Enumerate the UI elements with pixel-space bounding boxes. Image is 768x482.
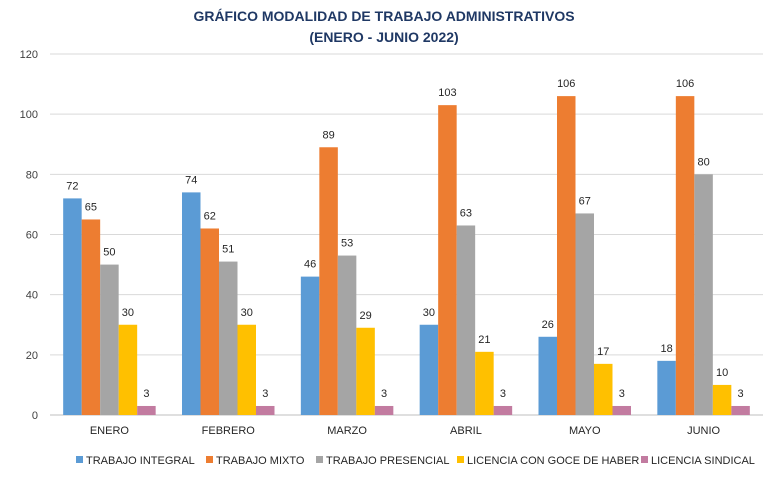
bar — [475, 351, 494, 415]
data-label: 62 — [204, 210, 216, 222]
data-label: 89 — [322, 129, 334, 141]
legend-swatch — [641, 456, 648, 463]
bar — [538, 336, 557, 415]
legend-swatch — [76, 456, 83, 463]
bar — [118, 324, 138, 415]
x-tick-label: JUNIO — [687, 425, 720, 437]
bar — [182, 192, 201, 415]
data-label: 21 — [478, 334, 490, 346]
data-label: 65 — [85, 201, 97, 213]
bar — [694, 174, 713, 415]
chart-title: GRÁFICO MODALIDAD DE TRABAJO ADMINISTRAT… — [193, 8, 575, 24]
bar — [612, 405, 631, 415]
data-label: 53 — [341, 238, 353, 250]
bar — [337, 255, 357, 415]
legend-swatch — [316, 456, 323, 463]
bar — [456, 225, 476, 415]
data-label: 3 — [619, 388, 625, 400]
bar — [374, 405, 394, 415]
bar — [237, 324, 256, 415]
data-label: 46 — [304, 259, 316, 271]
bar — [100, 264, 119, 415]
x-tick-label: ABRIL — [450, 425, 482, 437]
data-label: 63 — [460, 207, 472, 219]
data-label: 67 — [579, 195, 591, 207]
data-label: 106 — [676, 78, 694, 90]
data-label: 17 — [597, 346, 609, 358]
data-label: 72 — [66, 180, 78, 192]
bar — [493, 405, 513, 415]
legend-entry: LICENCIA CON GOCE DE HABER — [467, 455, 639, 467]
data-label: 51 — [222, 244, 234, 256]
data-label: 3 — [381, 388, 387, 400]
data-label: 3 — [500, 388, 506, 400]
y-tick-label: 0 — [32, 410, 38, 422]
bar — [575, 213, 594, 415]
bar — [438, 105, 457, 416]
x-tick-label: MARZO — [327, 425, 367, 437]
chart-subtitle: (ENERO - JUNIO 2022) — [309, 29, 459, 45]
y-tick-label: 20 — [26, 350, 38, 362]
data-label: 3 — [262, 388, 268, 400]
data-label: 29 — [359, 310, 371, 322]
bar — [594, 363, 613, 415]
y-tick-label: 60 — [26, 230, 38, 242]
bar — [200, 228, 219, 415]
data-label: 10 — [716, 367, 728, 379]
legend-entry: TRABAJO MIXTO — [216, 455, 305, 467]
data-label: 3 — [143, 388, 149, 400]
bar — [63, 198, 82, 415]
bar — [675, 96, 695, 415]
bar — [657, 360, 676, 415]
bar — [137, 405, 156, 415]
data-label: 30 — [423, 307, 435, 319]
legend-entry: LICENCIA SINDICAL — [651, 455, 755, 467]
data-label: 3 — [738, 388, 744, 400]
data-label: 26 — [542, 319, 554, 331]
data-label: 30 — [122, 307, 134, 319]
data-label: 106 — [557, 78, 575, 90]
bar — [81, 219, 101, 415]
data-label: 18 — [660, 343, 672, 355]
bar — [419, 324, 439, 415]
bar — [219, 261, 238, 415]
x-tick-label: MAYO — [569, 425, 601, 437]
data-label: 30 — [241, 307, 253, 319]
bar — [712, 384, 732, 415]
bar — [731, 405, 750, 415]
y-tick-label: 100 — [20, 109, 38, 121]
bar — [356, 327, 375, 415]
y-tick-label: 80 — [26, 169, 38, 181]
y-tick-label: 40 — [26, 290, 38, 302]
legend-swatch — [457, 456, 464, 463]
x-tick-label: ENERO — [90, 425, 130, 437]
bar — [319, 147, 338, 415]
bar — [557, 96, 576, 415]
legend-entry: TRABAJO PRESENCIAL — [326, 455, 449, 467]
legend-entry: TRABAJO INTEGRAL — [86, 455, 195, 467]
bar — [300, 276, 320, 415]
bar — [256, 405, 275, 415]
data-label: 103 — [438, 87, 456, 99]
y-tick-label: 120 — [20, 49, 38, 61]
data-label: 50 — [103, 247, 115, 259]
data-label: 80 — [697, 156, 709, 168]
x-tick-label: FEBRERO — [202, 425, 256, 437]
legend-swatch — [206, 456, 213, 463]
data-label: 74 — [185, 174, 197, 186]
